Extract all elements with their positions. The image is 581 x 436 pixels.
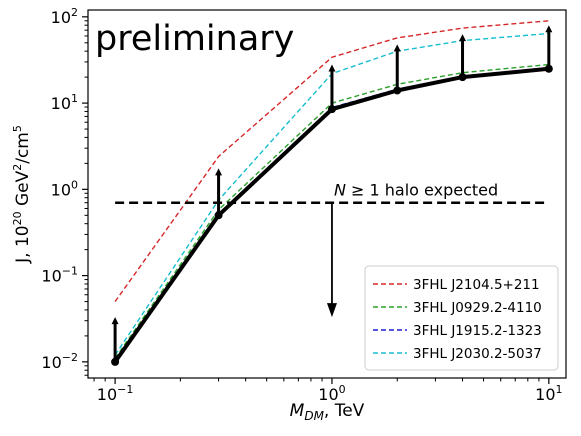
series-line-2 [114,63,549,359]
x-tick-label: 100 [318,383,345,404]
y-axis-label: J, 1020 GeV2/cm5 [11,125,33,264]
legend-label: 3FHL J1915.2-1323 [413,323,542,339]
y-tick-label: 102 [51,6,78,27]
x-axis-label: MDM, TeV [290,401,365,423]
y-tick-label: 101 [51,92,78,113]
limit-arrow-head [328,64,336,72]
limit-arrow-head [459,34,467,42]
limit-arrow-head [393,44,401,52]
series-line-1 [114,20,549,303]
legend: 3FHL J2104.5+211 3FHL J0929.2-4110 3FHL J1… [364,265,559,371]
legend-box [364,265,559,371]
y-tick-label: 10−1 [41,265,78,286]
limit-point [544,64,553,73]
limit-arrow-head [111,317,119,325]
limit-point [111,357,120,366]
lower-limit-line [113,66,549,364]
legend-label: 3FHL J2104.5+211 [413,277,540,293]
limit-point [214,211,223,220]
limit-arrow-head [545,25,553,33]
y-tick-label: 10−2 [41,351,78,372]
legend-label: 3FHL J0929.2-4110 [413,300,542,316]
x-tick-label: 101 [535,383,562,404]
limit-point [393,86,402,95]
threshold-label: N ≥ 1 halo expected [334,181,498,200]
limit-point [458,73,467,82]
threshold-layer: N ≥ 1 halo expected [115,181,549,318]
threshold-arrow-head [326,303,337,318]
lower-limit-layer [111,25,553,366]
y-tick-label: 100 [51,178,78,199]
legend-label: 3FHL J2030.2-5037 [413,346,542,362]
limit-point [327,105,336,114]
series-line-4 [114,32,549,356]
preliminary-annotation: preliminary [95,19,294,59]
x-tick-label: 10−1 [97,383,134,404]
limit-arrow-head [215,168,223,176]
tick-layer: 10−1 100 101 10−2 10−1 100 101 102 [41,6,562,404]
